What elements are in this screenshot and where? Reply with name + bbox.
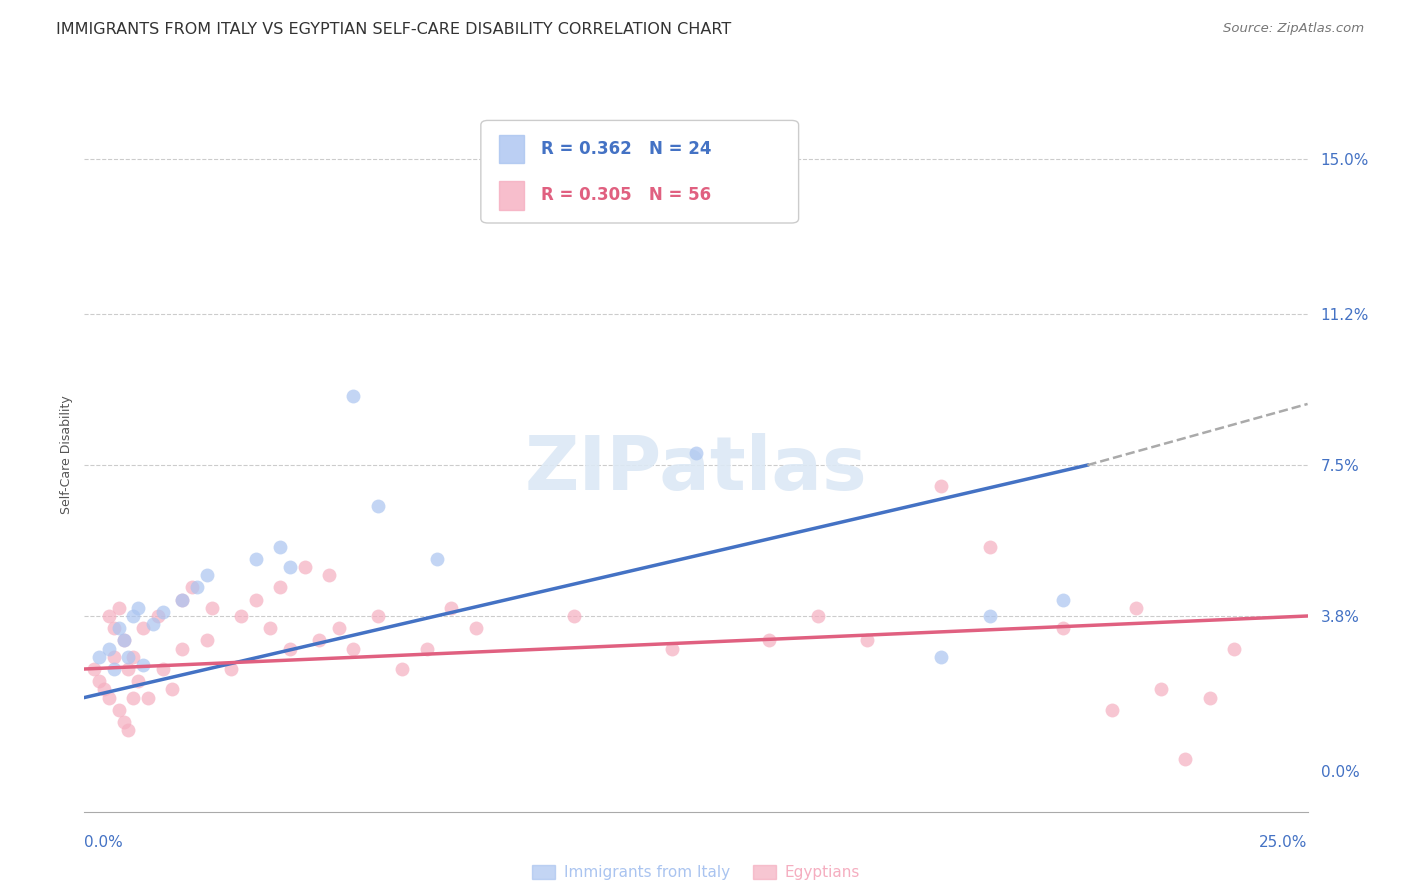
Point: [979, 609, 1001, 624]
Point: [979, 540, 1001, 554]
Point: [107, 703, 129, 717]
Text: ZIPatlas: ZIPatlas: [524, 433, 868, 506]
Point: [122, 649, 145, 664]
Point: [200, 600, 222, 615]
Point: [685, 446, 707, 460]
Point: [132, 621, 155, 635]
Point: [562, 609, 585, 624]
Point: [186, 581, 208, 595]
Point: [181, 581, 204, 595]
Point: [245, 552, 267, 566]
Point: [245, 592, 267, 607]
Point: [278, 641, 301, 656]
Point: [219, 662, 242, 676]
Point: [1052, 621, 1074, 635]
Point: [152, 662, 174, 676]
Point: [87, 649, 110, 664]
Point: [195, 633, 218, 648]
Point: [661, 641, 683, 656]
Point: [229, 609, 252, 624]
Point: [172, 592, 194, 607]
Point: [97, 690, 120, 705]
Point: [416, 641, 439, 656]
Point: [391, 662, 413, 676]
Point: [342, 641, 364, 656]
Point: [107, 600, 129, 615]
Point: [142, 617, 165, 632]
Point: [195, 568, 218, 582]
Point: [294, 560, 316, 574]
Text: Source: ZipAtlas.com: Source: ZipAtlas.com: [1223, 22, 1364, 36]
Point: [152, 605, 174, 619]
Point: [1052, 592, 1074, 607]
Point: [117, 723, 139, 738]
Point: [103, 621, 125, 635]
Point: [97, 609, 120, 624]
Point: [93, 682, 115, 697]
Point: [758, 633, 780, 648]
Point: [440, 600, 463, 615]
Point: [83, 662, 105, 676]
Point: [367, 609, 389, 624]
Point: [342, 389, 364, 403]
Point: [259, 621, 281, 635]
Point: [122, 609, 145, 624]
Point: [127, 600, 149, 615]
Point: [132, 657, 155, 672]
Point: [269, 581, 291, 595]
Point: [112, 633, 135, 648]
Point: [1223, 641, 1246, 656]
Point: [1125, 600, 1147, 615]
Point: [146, 609, 169, 624]
Text: R = 0.305   N = 56: R = 0.305 N = 56: [541, 186, 711, 204]
Point: [464, 621, 486, 635]
Text: 25.0%: 25.0%: [1260, 836, 1308, 850]
Point: [112, 714, 135, 729]
Point: [172, 641, 194, 656]
Text: IMMIGRANTS FROM ITALY VS EGYPTIAN SELF-CARE DISABILITY CORRELATION CHART: IMMIGRANTS FROM ITALY VS EGYPTIAN SELF-C…: [56, 22, 731, 37]
Point: [1198, 690, 1220, 705]
Point: [122, 690, 145, 705]
Point: [318, 568, 340, 582]
Point: [107, 621, 129, 635]
Point: [87, 674, 110, 689]
Point: [929, 649, 952, 664]
Text: R = 0.362   N = 24: R = 0.362 N = 24: [541, 140, 711, 158]
Point: [117, 649, 139, 664]
Legend: Immigrants from Italy, Egyptians: Immigrants from Italy, Egyptians: [526, 859, 866, 886]
Point: [328, 621, 350, 635]
Point: [856, 633, 879, 648]
Point: [103, 662, 125, 676]
Point: [1101, 703, 1123, 717]
Point: [136, 690, 159, 705]
Point: [308, 633, 330, 648]
Point: [278, 560, 301, 574]
Point: [162, 682, 184, 697]
Point: [97, 641, 120, 656]
Point: [269, 540, 291, 554]
Point: [117, 662, 139, 676]
Point: [367, 499, 389, 513]
Point: [1150, 682, 1173, 697]
Text: 0.0%: 0.0%: [84, 836, 124, 850]
Y-axis label: Self-Care Disability: Self-Care Disability: [60, 395, 73, 515]
Point: [807, 609, 830, 624]
Point: [1174, 752, 1197, 766]
Point: [426, 552, 449, 566]
Point: [112, 633, 135, 648]
Point: [127, 674, 149, 689]
Point: [929, 478, 952, 492]
Point: [103, 649, 125, 664]
Point: [172, 592, 194, 607]
